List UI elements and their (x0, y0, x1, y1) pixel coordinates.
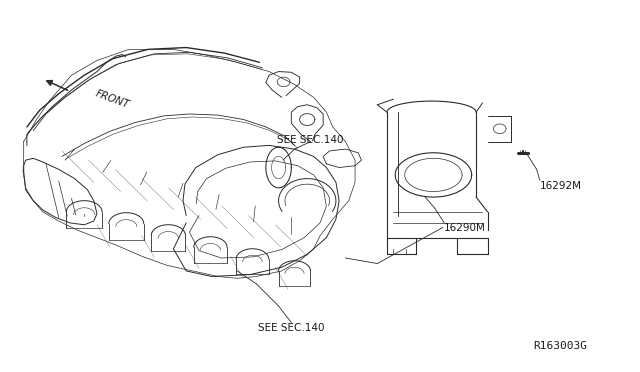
Text: R163003G: R163003G (534, 340, 588, 350)
Text: SEE SEC.140: SEE SEC.140 (277, 135, 344, 145)
Text: 16292M: 16292M (540, 181, 582, 191)
Text: FRONT: FRONT (94, 89, 131, 110)
Text: SEE SEC.140: SEE SEC.140 (258, 323, 324, 333)
Text: 16290M: 16290M (444, 224, 486, 234)
